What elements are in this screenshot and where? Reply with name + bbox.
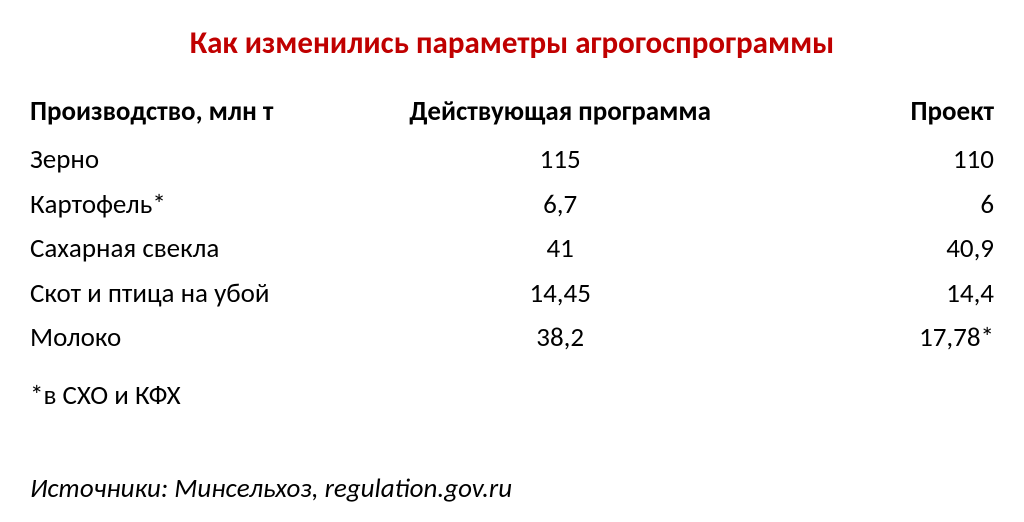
cell-product: Скот и птица на убой [30, 272, 358, 316]
header-product: Производство, млн т [30, 90, 358, 138]
table-row: Картофель* 6,7 6 [30, 183, 994, 227]
cell-current: 38,2 [358, 316, 763, 360]
cell-product: Зерно [30, 138, 358, 182]
cell-product: Картофель* [30, 183, 358, 227]
table-header-row: Производство, млн т Действующая программ… [30, 90, 994, 138]
table-row: Зерно 115 110 [30, 138, 994, 182]
table-row: Сахарная свекла 41 40,9 [30, 227, 994, 271]
cell-product: Молоко [30, 316, 358, 360]
header-project: Проект [763, 90, 994, 138]
sources: Источники: Минсельхоз, regulation.gov.ru [30, 472, 994, 505]
table-row: Молоко 38,2 17,78* [30, 316, 994, 360]
cell-current: 41 [358, 227, 763, 271]
page-title: Как изменились параметры агрогоспрограмм… [30, 24, 994, 62]
cell-project: 40,9 [763, 227, 994, 271]
cell-current: 14,45 [358, 272, 763, 316]
cell-project: 6 [763, 183, 994, 227]
cell-project: 14,4 [763, 272, 994, 316]
footnote: *в СХО и КФХ [30, 379, 994, 412]
agro-table: Производство, млн т Действующая программ… [30, 90, 994, 361]
cell-project: 17,78* [763, 316, 994, 360]
cell-current: 6,7 [358, 183, 763, 227]
table-row: Скот и птица на убой 14,45 14,4 [30, 272, 994, 316]
cell-current: 115 [358, 138, 763, 182]
cell-product: Сахарная свекла [30, 227, 358, 271]
cell-project: 110 [763, 138, 994, 182]
header-current: Действующая программа [358, 90, 763, 138]
